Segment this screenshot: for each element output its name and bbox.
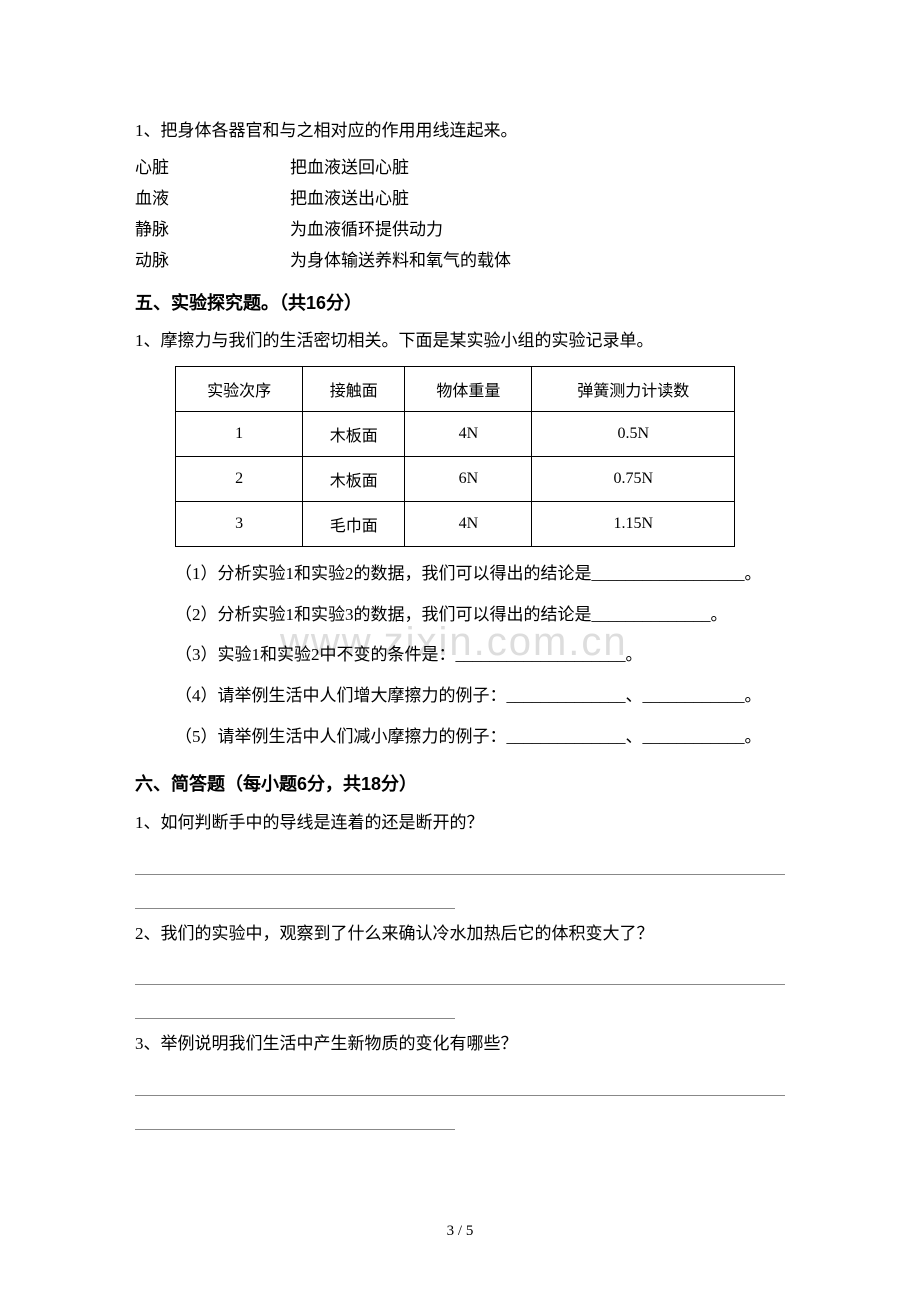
table-row-0: 1 木板面 4N 0.5N	[176, 412, 735, 457]
table-cell: 3	[176, 502, 303, 547]
section5-title: 五、实验探究题。（共16分）	[135, 289, 785, 315]
table-row-1: 2 木板面 6N 0.75N	[176, 457, 735, 502]
matching-right-0: 把血液送回心脏	[290, 153, 409, 178]
matching-instruction: 1、把身体各器官和与之相对应的作用用线连起来。	[135, 115, 785, 147]
matching-left-3: 动脉	[135, 246, 290, 271]
section5-q1-intro: 1、摩擦力与我们的生活密切相关。下面是某实验小组的实验记录单。	[135, 327, 785, 356]
matching-pair-1: 血液 把血液送出心脏	[135, 184, 785, 209]
table-cell: 0.75N	[532, 457, 735, 502]
answer-line	[135, 961, 785, 985]
matching-right-3: 为身体输送养料和氧气的载体	[290, 246, 511, 271]
answer-line	[135, 885, 455, 909]
matching-pair-0: 心脏 把血液送回心脏	[135, 153, 785, 178]
section5-subq-4: （5）请举例生活中人们减小摩擦力的例子：______________、_____…	[135, 722, 785, 753]
answer-line	[135, 995, 455, 1019]
section5-subq-0: （1）分析实验1和实验2的数据，我们可以得出的结论是______________…	[135, 559, 785, 590]
matching-left-2: 静脉	[135, 215, 290, 240]
matching-right-2: 为血液循环提供动力	[290, 215, 443, 240]
section5-subq-2: （3）实验1和实验2中不变的条件是：____________________。	[135, 640, 785, 671]
table-header-0: 实验次序	[176, 367, 303, 412]
table-cell: 1.15N	[532, 502, 735, 547]
table-cell: 0.5N	[532, 412, 735, 457]
answer-line	[135, 1106, 455, 1130]
table-cell: 4N	[405, 502, 532, 547]
section5-subq-1: （2）分析实验1和实验3的数据，我们可以得出的结论是______________…	[135, 600, 785, 631]
section6-q0: 1、如何判断手中的导线是连着的还是断开的？	[135, 808, 785, 839]
table-cell: 木板面	[303, 457, 405, 502]
experiment-table: 实验次序 接触面 物体重量 弹簧测力计读数 1 木板面 4N 0.5N 2 木板…	[175, 366, 735, 547]
table-cell: 毛巾面	[303, 502, 405, 547]
matching-pair-2: 静脉 为血液循环提供动力	[135, 215, 785, 240]
content-wrapper: 1、把身体各器官和与之相对应的作用用线连起来。 心脏 把血液送回心脏 血液 把血…	[135, 115, 785, 1130]
page-number: 3 / 5	[0, 1223, 920, 1240]
table-cell: 1	[176, 412, 303, 457]
table-header-3: 弹簧测力计读数	[532, 367, 735, 412]
table-cell: 6N	[405, 457, 532, 502]
table-cell: 2	[176, 457, 303, 502]
table-row-2: 3 毛巾面 4N 1.15N	[176, 502, 735, 547]
section6-q2: 3、举例说明我们生活中产生新物质的变化有哪些？	[135, 1029, 785, 1060]
answer-line	[135, 1072, 785, 1096]
matching-left-1: 血液	[135, 184, 290, 209]
table-cell: 4N	[405, 412, 532, 457]
table-header-1: 接触面	[303, 367, 405, 412]
table-header-2: 物体重量	[405, 367, 532, 412]
answer-line	[135, 851, 785, 875]
section5-subq-3: （4）请举例生活中人们增大摩擦力的例子：______________、_____…	[135, 681, 785, 712]
table-cell: 木板面	[303, 412, 405, 457]
matching-pair-3: 动脉 为身体输送养料和氧气的载体	[135, 246, 785, 271]
section6-title: 六、简答题（每小题6分，共18分）	[135, 770, 785, 796]
matching-right-1: 把血液送出心脏	[290, 184, 409, 209]
section6-q1: 2、我们的实验中，观察到了什么来确认冷水加热后它的体积变大了？	[135, 919, 785, 950]
matching-left-0: 心脏	[135, 153, 290, 178]
table-header-row: 实验次序 接触面 物体重量 弹簧测力计读数	[176, 367, 735, 412]
